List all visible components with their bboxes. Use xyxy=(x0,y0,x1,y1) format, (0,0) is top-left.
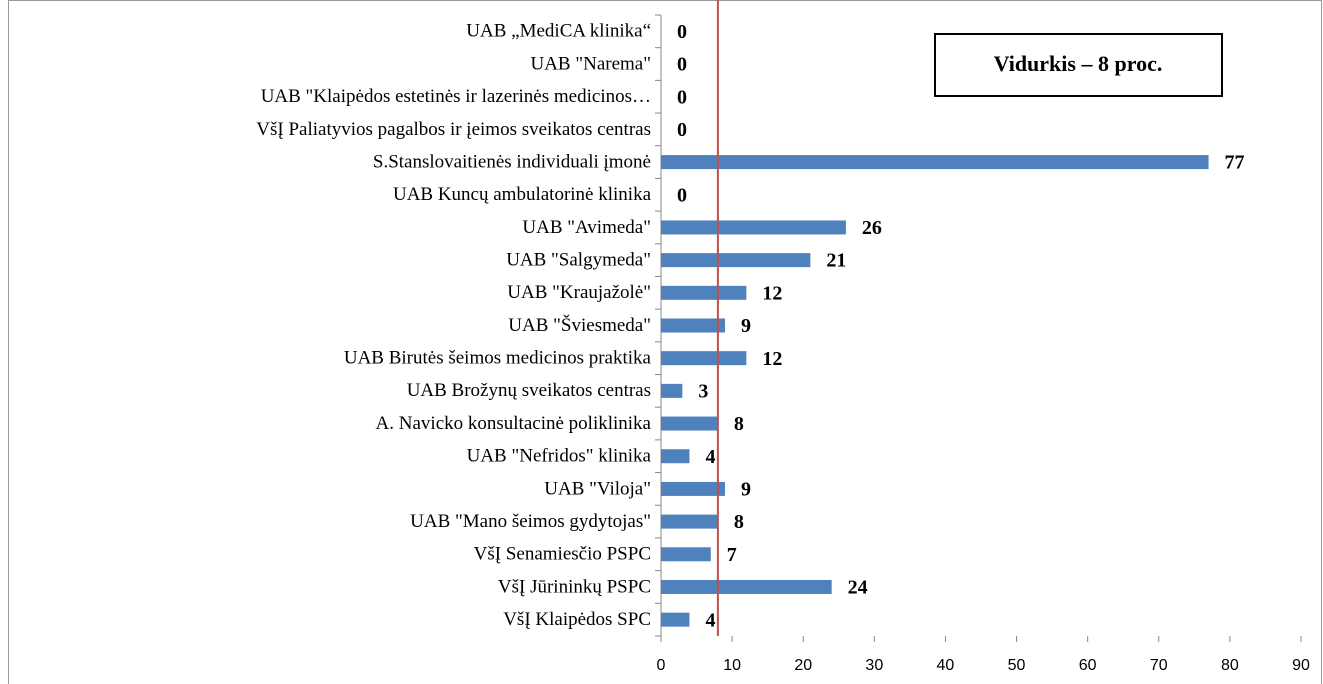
x-tick-label: 30 xyxy=(865,657,883,674)
category-label: UAB "Šviesmeda" xyxy=(508,314,651,336)
value-label: 9 xyxy=(741,315,751,337)
bar xyxy=(661,351,747,366)
value-label: 8 xyxy=(734,413,744,435)
value-label: 77 xyxy=(1225,152,1245,174)
bar xyxy=(661,514,718,529)
value-label: 0 xyxy=(677,21,687,43)
bar xyxy=(661,220,846,235)
bar xyxy=(661,253,811,268)
category-label: UAB "Mano šeimos gydytojas" xyxy=(410,511,651,532)
x-tick-label: 70 xyxy=(1150,657,1168,674)
value-label: 9 xyxy=(741,479,751,501)
value-label: 12 xyxy=(762,282,782,304)
chart-frame xyxy=(8,0,1322,684)
category-label: UAB "Narema" xyxy=(530,53,651,74)
category-label: UAB Brožynų sveikatos centras xyxy=(407,380,651,401)
x-tick-label: 60 xyxy=(1079,657,1097,674)
category-label: UAB "Viloja" xyxy=(544,478,651,499)
x-tick-label: 0 xyxy=(657,657,666,674)
bar xyxy=(661,155,1209,170)
category-label: VšĮ Paliatyvios pagalbos ir įeimos sveik… xyxy=(256,119,651,140)
category-label: S.Stanslovaitienės individuali įmonė xyxy=(373,151,651,172)
value-label: 12 xyxy=(762,348,782,370)
category-label: UAB "Kraujažolė" xyxy=(507,282,651,303)
value-label: 8 xyxy=(734,511,744,533)
annotation-box xyxy=(934,33,1223,97)
x-tick-label: 90 xyxy=(1292,657,1310,674)
value-label: 0 xyxy=(677,86,687,108)
x-tick-label: 80 xyxy=(1221,657,1239,674)
x-tick-label: 10 xyxy=(723,657,741,674)
category-label: VšĮ Jūrininkų PSPC xyxy=(498,576,651,597)
category-label: A. Navicko konsultacinė poliklinika xyxy=(376,413,652,434)
category-label: UAB "Nefridos" klinika xyxy=(467,446,652,467)
category-label: UAB "Avimeda" xyxy=(522,217,651,238)
value-label: 0 xyxy=(677,54,687,76)
bar xyxy=(661,416,718,431)
value-label: 4 xyxy=(705,446,715,468)
bar xyxy=(661,285,747,300)
category-label: UAB Kuncų ambulatorinė klinika xyxy=(393,184,652,205)
category-label: UAB „MediCA klinika“ xyxy=(466,21,651,42)
bar xyxy=(661,579,832,594)
value-label: 3 xyxy=(698,380,708,402)
value-label: 7 xyxy=(727,544,737,566)
category-label: VšĮ Klaipėdos SPC xyxy=(503,609,651,630)
bar xyxy=(661,449,690,464)
x-tick-label: 20 xyxy=(794,657,812,674)
bar xyxy=(661,547,711,562)
value-label: 0 xyxy=(677,184,687,206)
value-label: 21 xyxy=(826,250,846,272)
category-label: VšĮ Senamiesčio PSPC xyxy=(474,544,651,565)
bar xyxy=(661,481,725,496)
bar xyxy=(661,318,725,333)
category-label: UAB "Klaipėdos estetinės ir lazerinės me… xyxy=(261,86,651,107)
value-label: 0 xyxy=(677,119,687,141)
annotation: Vidurkis – 8 proc. xyxy=(994,51,1163,76)
x-tick-label: 40 xyxy=(937,657,955,674)
bar xyxy=(661,612,690,627)
category-label: UAB Birutės šeimos medicinos praktika xyxy=(344,348,652,369)
bar xyxy=(661,383,683,398)
category-label: UAB "Salgymeda" xyxy=(506,249,651,270)
value-label: 26 xyxy=(862,217,882,239)
value-label: 4 xyxy=(705,609,715,631)
value-label: 24 xyxy=(848,577,868,599)
x-tick-label: 50 xyxy=(1008,657,1026,674)
